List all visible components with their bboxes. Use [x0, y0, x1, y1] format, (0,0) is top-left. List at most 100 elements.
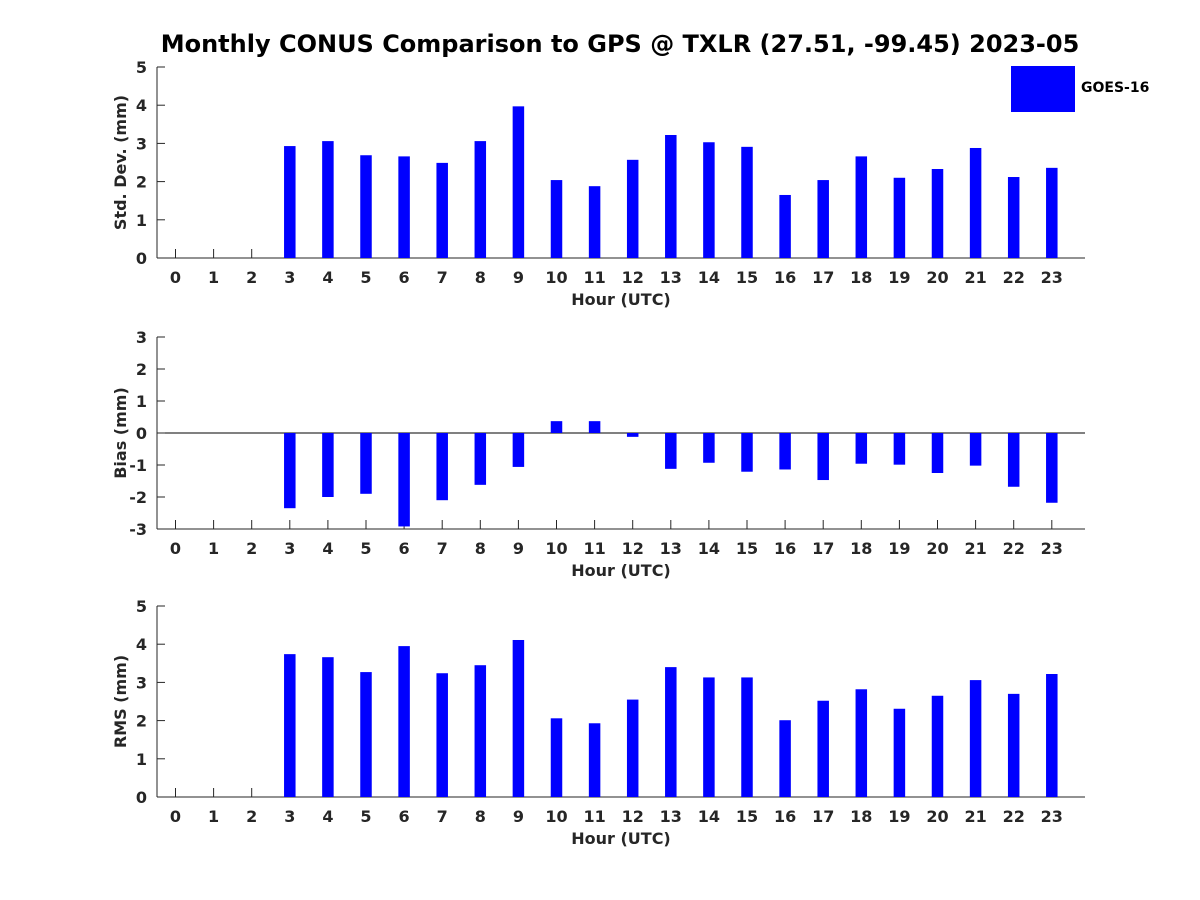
bar-23 [1046, 167, 1058, 258]
bar-21 [969, 147, 982, 258]
x-tick-label: 20 [926, 268, 948, 287]
bar-4 [322, 433, 334, 497]
bar-4 [322, 141, 334, 258]
x-tick-label: 12 [622, 807, 644, 826]
x-tick-label: 9 [513, 807, 524, 826]
x-tick-label: 21 [964, 807, 986, 826]
bar-3 [284, 433, 296, 509]
x-tick-label: 11 [583, 268, 605, 287]
x-tick-label: 18 [850, 807, 872, 826]
x-tick-label: 13 [660, 539, 682, 558]
bar-20 [931, 168, 944, 258]
bar-7 [436, 433, 448, 501]
x-tick-label: 0 [170, 807, 181, 826]
bar-6 [398, 433, 410, 527]
x-tick-label: 20 [926, 807, 948, 826]
y-tick-label: 3 [136, 134, 147, 153]
x-tick-label: 23 [1041, 807, 1063, 826]
x-tick-label: 10 [545, 539, 567, 558]
x-tick-label: 19 [888, 539, 910, 558]
y-tick-label: 1 [136, 211, 147, 230]
x-tick-label: 17 [812, 539, 834, 558]
y-tick-label: -2 [129, 488, 147, 507]
bar-10 [550, 421, 563, 433]
y-tick-label: 4 [136, 635, 147, 654]
bar-18 [855, 156, 868, 258]
bar-19 [893, 177, 906, 258]
x-tick-label: 1 [208, 539, 219, 558]
x-tick-label: 22 [1003, 807, 1025, 826]
x-tick-label: 16 [774, 539, 796, 558]
x-tick-label: 1 [208, 268, 219, 287]
bar-12 [626, 159, 639, 258]
x-tick-label: 14 [698, 268, 720, 287]
bar-16 [779, 433, 791, 470]
bar-18 [855, 433, 868, 464]
bar-14 [703, 433, 715, 463]
x-tick-label: 12 [622, 539, 644, 558]
x-tick-label: 8 [475, 807, 486, 826]
x-tick-label: 0 [170, 539, 181, 558]
x-tick-label: 3 [284, 539, 295, 558]
bar-14 [703, 142, 715, 258]
bar-19 [893, 708, 906, 797]
x-tick-label: 15 [736, 268, 758, 287]
x-tick-label: 8 [475, 539, 486, 558]
bar-13 [665, 667, 677, 797]
y-tick-label: -3 [129, 520, 147, 539]
x-tick-label: 8 [475, 268, 486, 287]
x-tick-label: 4 [322, 539, 333, 558]
bar-16 [779, 194, 791, 258]
bar-3 [284, 146, 296, 258]
bar-13 [665, 433, 677, 469]
bar-15 [741, 146, 753, 258]
x-tick-label: 17 [812, 268, 834, 287]
bar-15 [741, 677, 753, 797]
x-tick-label: 7 [437, 539, 448, 558]
x-tick-label: 10 [545, 807, 567, 826]
bar-21 [969, 680, 982, 797]
x-tick-label: 11 [583, 539, 605, 558]
y-tick-label: 2 [136, 360, 147, 379]
x-tick-label: 5 [360, 268, 371, 287]
bar-21 [969, 433, 982, 466]
bar-8 [474, 665, 487, 797]
x-tick-label: 23 [1041, 539, 1063, 558]
bar-17 [817, 180, 829, 258]
y-tick-label: 0 [136, 788, 147, 807]
bar-4 [322, 657, 334, 797]
x-tick-label: 5 [360, 807, 371, 826]
y-tick-label: 5 [136, 597, 147, 616]
x-tick-label: 7 [437, 268, 448, 287]
bar-5 [360, 433, 372, 494]
bar-6 [398, 646, 410, 797]
x-tick-label: 10 [545, 268, 567, 287]
x-tick-label: 0 [170, 268, 181, 287]
y-tick-label: 2 [136, 712, 147, 731]
bar-16 [779, 720, 791, 797]
x-tick-label: 13 [660, 807, 682, 826]
y-tick-label: 3 [136, 328, 147, 347]
x-tick-label: 22 [1003, 268, 1025, 287]
x-tick-label: 22 [1003, 539, 1025, 558]
x-tick-label: 2 [246, 539, 257, 558]
x-tick-label: 19 [888, 807, 910, 826]
x-tick-label: 13 [660, 268, 682, 287]
x-tick-label: 18 [850, 268, 872, 287]
bar-8 [474, 433, 487, 485]
bar-13 [665, 134, 677, 258]
bar-3 [284, 654, 296, 797]
bar-10 [550, 718, 563, 797]
x-axis-label: Hour (UTC) [571, 290, 671, 309]
x-tick-label: 15 [736, 807, 758, 826]
y-tick-label: 1 [136, 392, 147, 411]
x-tick-label: 21 [964, 539, 986, 558]
x-tick-label: 6 [399, 807, 410, 826]
y-tick-label: 4 [136, 96, 147, 115]
bar-22 [1007, 433, 1020, 487]
x-tick-label: 7 [437, 807, 448, 826]
x-tick-label: 4 [322, 807, 333, 826]
x-tick-label: 6 [399, 539, 410, 558]
